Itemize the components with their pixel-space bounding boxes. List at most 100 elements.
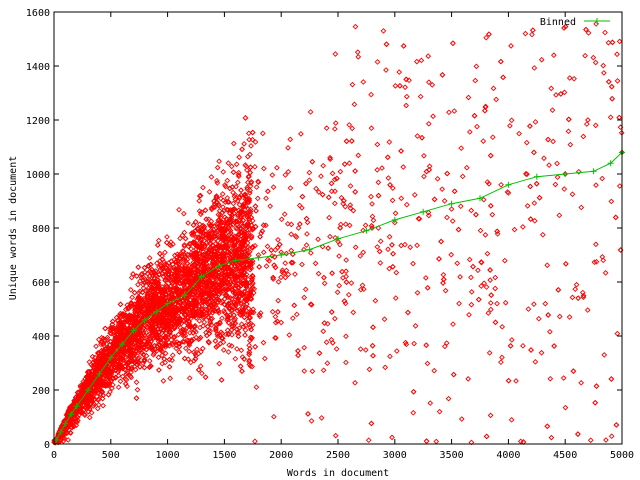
scatter-point (474, 123, 480, 130)
scatter-point (448, 206, 455, 212)
scatter-point (360, 286, 367, 293)
scatter-point (293, 234, 300, 240)
scatter-point (232, 191, 238, 198)
scatter-point (569, 294, 576, 301)
scatter-point (444, 170, 450, 177)
scatter-point (329, 270, 335, 277)
scatter-point (214, 164, 221, 171)
scatter-point (458, 416, 465, 422)
scatter-point (450, 371, 457, 378)
scatter-point (233, 250, 240, 257)
scatter-point (331, 200, 338, 207)
scatter-point (236, 256, 242, 263)
scatter-point (494, 228, 500, 235)
scatter-point (182, 327, 189, 334)
scatter-point (212, 233, 219, 240)
scatter-point (65, 437, 72, 443)
scatter-point (343, 138, 350, 145)
scatter-point (264, 243, 271, 250)
scatter-point (608, 83, 615, 90)
scatter-point (327, 156, 334, 163)
scatter-point (296, 202, 303, 209)
scatter-point (362, 347, 369, 353)
scatter-point (410, 388, 417, 395)
scatter-point (261, 165, 267, 172)
scatter-point (198, 349, 204, 355)
scatter-point (241, 356, 248, 362)
scatter-point (147, 286, 154, 293)
scatter-point (148, 306, 155, 312)
scatter-point (450, 321, 456, 328)
scatter-point (117, 301, 124, 308)
scatter-point (247, 169, 254, 176)
scatter-point (402, 84, 408, 91)
scatter-point (345, 291, 352, 298)
scatter-point (324, 360, 331, 367)
scatter-point (249, 273, 256, 280)
scatter-point (256, 311, 263, 318)
scatter-point (579, 289, 586, 296)
scatter-point (113, 354, 120, 361)
scatter-point (242, 327, 249, 333)
scatter-point (246, 173, 252, 180)
scatter-point (138, 271, 145, 278)
scatter-point (603, 437, 609, 443)
scatter-point (348, 280, 355, 286)
scatter-point (573, 281, 580, 288)
scatter-point (494, 300, 500, 307)
scatter-point (216, 158, 222, 165)
scatter-point (247, 208, 254, 215)
scatter-point (299, 261, 305, 268)
scatter-point (219, 229, 225, 236)
scatter-point (135, 264, 142, 271)
scatter-point (533, 180, 540, 187)
scatter-point (211, 198, 217, 204)
scatter-point (219, 335, 226, 342)
scatter-point (248, 179, 255, 185)
scatter-point (201, 265, 208, 272)
scatter-point (105, 391, 112, 398)
scatter-point (86, 368, 93, 375)
scatter-point (332, 51, 339, 57)
scatter-point (114, 337, 120, 343)
scatter-point (555, 287, 562, 293)
scatter-point (463, 164, 470, 171)
scatter-point (78, 388, 85, 395)
scatter-point (320, 162, 327, 169)
scatter-point (262, 355, 268, 362)
scatter-point (158, 312, 165, 319)
scatter-point (197, 192, 204, 199)
scatter-point (237, 363, 244, 370)
scatter-point (297, 221, 303, 227)
scatter-point (179, 326, 186, 333)
scatter-point (247, 324, 253, 331)
scatter-point (547, 375, 554, 382)
scatter-point (252, 139, 259, 145)
scatter-point (128, 274, 135, 281)
scatter-point (450, 40, 456, 47)
scatter-point (95, 365, 102, 372)
scatter-point (304, 231, 310, 237)
scatter-point (359, 282, 366, 289)
scatter-point (190, 349, 197, 356)
scatter-point (457, 203, 464, 210)
scatter-point (147, 268, 153, 274)
scatter-point (370, 217, 377, 224)
scatter-point (593, 383, 600, 389)
scatter-point (172, 266, 179, 273)
scatter-point (593, 182, 599, 189)
scatter-point (112, 367, 119, 374)
scatter-point (584, 307, 591, 313)
scatter-point (383, 41, 390, 48)
scatter-point (181, 243, 188, 250)
scatter-point (229, 295, 235, 302)
scatter-point (151, 313, 158, 320)
scatter-point (368, 420, 375, 427)
scatter-point (75, 393, 82, 399)
scatter-point (211, 254, 217, 261)
scatter-point (195, 367, 202, 373)
scatter-point (122, 306, 129, 313)
scatter-point (424, 284, 431, 291)
scatter-point (154, 242, 161, 248)
scatter-point (295, 348, 301, 354)
